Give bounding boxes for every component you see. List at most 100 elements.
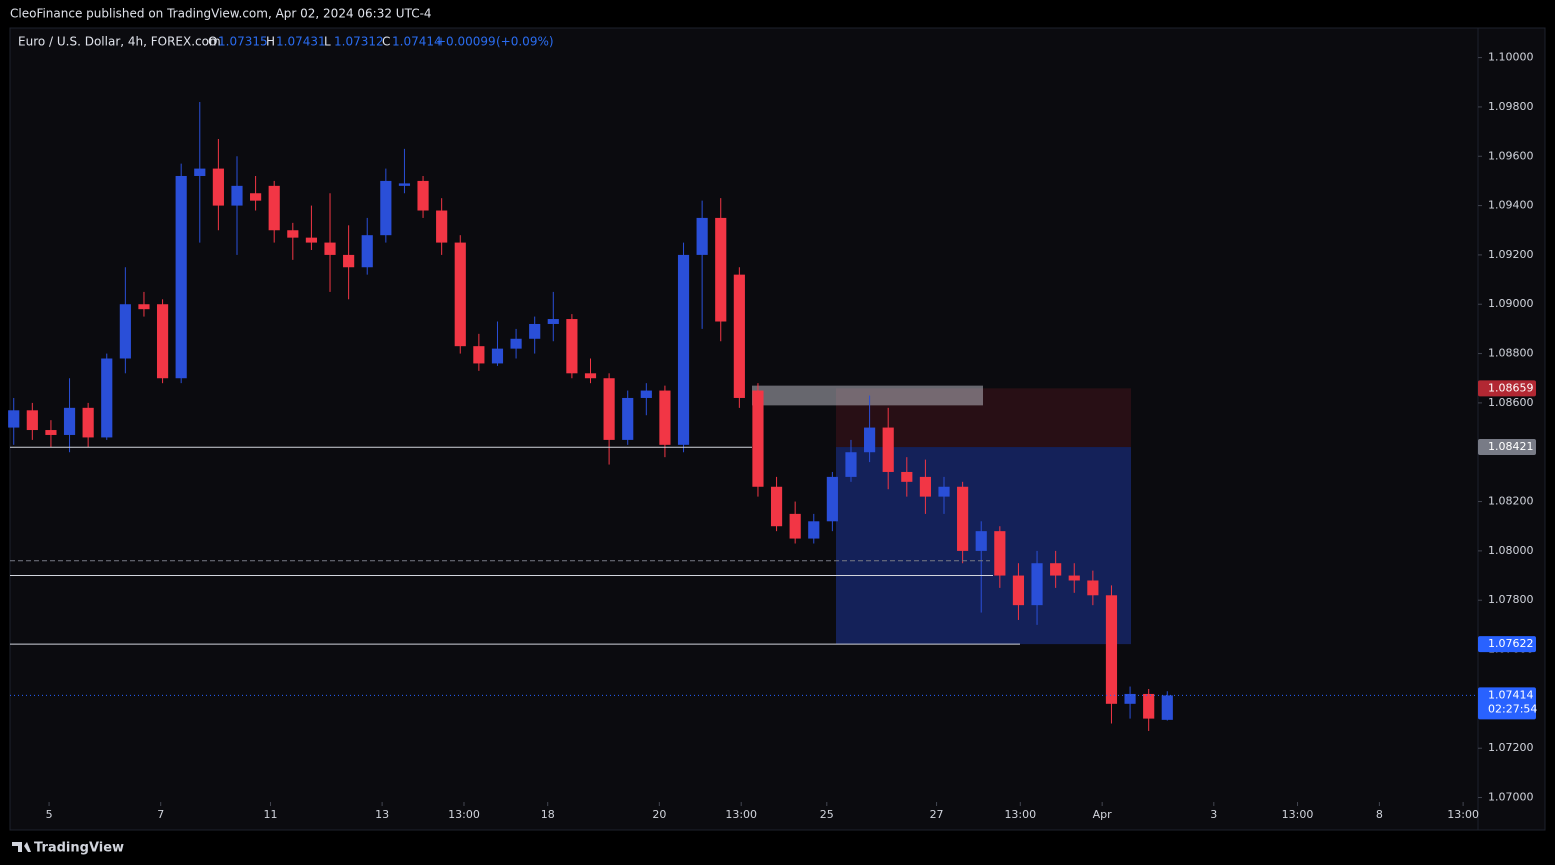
ohlc-letter: H xyxy=(266,35,275,49)
change: +0.00099 xyxy=(436,35,496,49)
candle-body xyxy=(473,346,485,364)
ohlc-value: 1.07315 xyxy=(218,35,268,49)
candle-body xyxy=(250,193,262,201)
x-tick-label: 13:00 xyxy=(1004,808,1036,821)
candle-body xyxy=(231,185,243,206)
candle-body xyxy=(417,180,429,211)
candle-body xyxy=(26,410,38,431)
candle-body xyxy=(677,254,690,445)
candle-body xyxy=(194,168,206,176)
candle-body xyxy=(119,304,131,359)
candle-body xyxy=(1161,695,1173,720)
x-tick-label: 7 xyxy=(157,808,164,821)
candle-body xyxy=(826,476,838,522)
candle-body xyxy=(101,358,113,438)
price-label: 1.08659 xyxy=(1488,381,1534,394)
candle-body xyxy=(938,486,950,497)
x-tick-label: 13 xyxy=(375,808,389,821)
candle-body xyxy=(770,486,783,527)
candle-body xyxy=(715,217,727,322)
countdown: 02:27:54 xyxy=(1488,702,1537,715)
price-label: 1.08421 xyxy=(1488,440,1534,453)
candle-body xyxy=(45,430,57,435)
chart-panel xyxy=(9,27,1546,831)
candle-body xyxy=(882,427,894,472)
candle-body xyxy=(324,242,336,255)
candle-body xyxy=(436,210,448,243)
candle-body xyxy=(510,338,522,349)
candle-body xyxy=(398,183,411,186)
candle-body xyxy=(919,476,931,497)
ohlc-value: 1.07431 xyxy=(276,35,326,49)
y-tick-label: 1.08200 xyxy=(1488,495,1534,508)
y-tick-label: 1.09600 xyxy=(1488,149,1534,162)
x-tick-label: 8 xyxy=(1376,808,1383,821)
price-label: 1.07414 xyxy=(1488,688,1534,701)
candle-body xyxy=(8,410,20,428)
candle-body xyxy=(603,378,615,440)
candle-body xyxy=(845,452,857,477)
candle-body xyxy=(454,242,466,347)
y-tick-label: 1.10000 xyxy=(1488,51,1534,64)
y-tick-label: 1.07000 xyxy=(1488,791,1534,804)
candle-body xyxy=(380,180,392,236)
x-tick-label: 13:00 xyxy=(1282,808,1314,821)
candle-body xyxy=(82,407,94,438)
brand: TradingView xyxy=(34,841,124,856)
price-label-box xyxy=(1478,380,1536,397)
candle-body xyxy=(808,521,820,539)
candle-body xyxy=(1068,575,1080,581)
candle-body xyxy=(212,168,224,206)
y-tick-label: 1.07200 xyxy=(1488,741,1534,754)
logo-icon xyxy=(12,842,31,852)
x-tick-label: 11 xyxy=(263,808,277,821)
candle-body xyxy=(640,390,652,398)
candle-body xyxy=(63,407,76,435)
x-tick-label: 18 xyxy=(541,808,555,821)
candle-body xyxy=(1087,580,1099,596)
candle-body xyxy=(1124,693,1136,704)
x-tick-label: 13:00 xyxy=(725,808,757,821)
ohlc-letter: L xyxy=(324,35,331,49)
candle-body xyxy=(975,531,987,551)
x-tick-label: 13:00 xyxy=(1447,808,1479,821)
candle-body xyxy=(622,397,634,440)
candle-body xyxy=(547,319,559,324)
candle-body xyxy=(901,471,913,482)
candle-body xyxy=(529,323,541,339)
y-tick-label: 1.09000 xyxy=(1488,297,1534,310)
candle-body xyxy=(584,373,597,379)
symbol-title: Euro / U.S. Dollar, 4h, FOREX.com xyxy=(18,35,221,49)
candle-body xyxy=(864,427,876,453)
candle-body xyxy=(994,531,1006,576)
candle-body xyxy=(268,185,280,231)
x-tick-label: 3 xyxy=(1210,808,1217,821)
price-label: 1.07622 xyxy=(1488,637,1534,650)
candle-body xyxy=(1050,563,1062,576)
candle-body xyxy=(491,348,504,364)
candle-body xyxy=(1031,563,1043,606)
price-label-box xyxy=(1478,636,1536,653)
price-label-box xyxy=(1478,687,1536,720)
supply-zone xyxy=(752,385,983,406)
y-tick-label: 1.07800 xyxy=(1488,593,1534,606)
candle-body xyxy=(733,274,745,398)
publisher: CleoFinance published on TradingView.com… xyxy=(10,7,432,21)
candle-body xyxy=(175,175,187,379)
candle-body xyxy=(156,304,169,379)
plot xyxy=(8,101,1478,731)
change-pct: (+0.09%) xyxy=(496,35,554,49)
y-tick-label: 1.08000 xyxy=(1488,544,1534,557)
candle-body xyxy=(138,304,150,310)
x-tick-label: Apr xyxy=(1093,808,1113,821)
candle-body xyxy=(752,390,764,487)
y-tick-label: 1.09400 xyxy=(1488,199,1534,212)
x-tick-label: 20 xyxy=(652,808,666,821)
y-tick-label: 1.09800 xyxy=(1488,100,1534,113)
candle-body xyxy=(343,254,355,268)
candle-body xyxy=(305,237,317,243)
price-label-box xyxy=(1478,439,1536,456)
candle-body xyxy=(566,319,578,374)
